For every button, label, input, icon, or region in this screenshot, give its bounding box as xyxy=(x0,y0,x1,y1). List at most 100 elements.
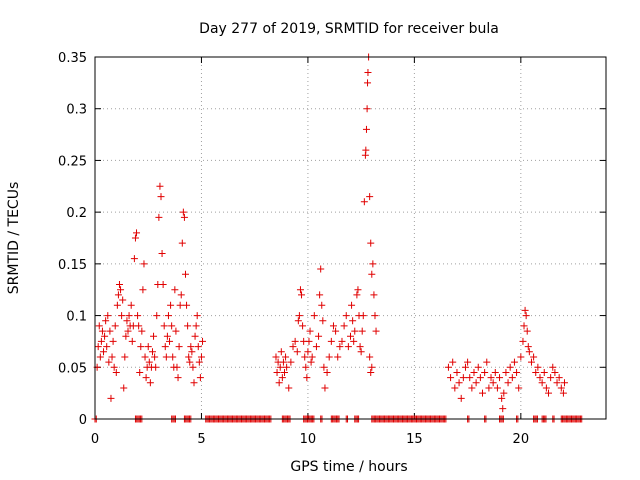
data-point xyxy=(184,322,192,330)
data-point xyxy=(172,327,180,335)
data-point xyxy=(181,270,189,278)
data-point xyxy=(275,379,283,387)
data-point xyxy=(114,291,122,299)
data-point xyxy=(145,358,153,366)
data-point xyxy=(312,343,320,351)
y-tick-label: 0 xyxy=(79,413,87,428)
data-point xyxy=(453,368,461,376)
x-tick-label: 5 xyxy=(197,432,205,447)
data-point xyxy=(302,363,310,371)
data-point xyxy=(134,312,142,320)
y-tick-label: 0.15 xyxy=(58,258,87,273)
data-point xyxy=(111,322,119,330)
data-point xyxy=(189,363,197,371)
data-point xyxy=(520,322,528,330)
data-point xyxy=(315,332,323,340)
data-point xyxy=(350,337,358,345)
data-point xyxy=(183,301,191,309)
data-point xyxy=(347,332,354,340)
data-point xyxy=(479,389,487,397)
data-point xyxy=(101,332,109,340)
data-point xyxy=(112,368,120,376)
data-point xyxy=(161,343,169,351)
data-point xyxy=(278,374,286,382)
data-point xyxy=(362,146,370,154)
data-point xyxy=(371,312,379,320)
data-point xyxy=(136,368,144,376)
data-point xyxy=(372,327,380,335)
data-point xyxy=(273,368,281,376)
data-point xyxy=(547,374,555,382)
data-point xyxy=(553,379,561,387)
data-point xyxy=(472,379,480,387)
data-point xyxy=(530,353,538,361)
data-point xyxy=(130,255,138,263)
data-point xyxy=(118,312,126,320)
x-tick-label: 10 xyxy=(300,432,317,447)
data-point xyxy=(538,379,546,387)
data-point xyxy=(180,213,188,221)
data-point xyxy=(499,405,507,413)
data-point xyxy=(299,322,307,330)
data-point xyxy=(280,368,288,376)
data-point xyxy=(279,358,287,366)
data-point xyxy=(282,353,290,361)
data-point xyxy=(532,368,540,376)
data-point xyxy=(310,312,318,320)
data-point xyxy=(167,301,175,309)
data-point xyxy=(451,384,459,392)
data-point xyxy=(476,374,484,382)
data-point xyxy=(285,384,293,392)
data-point xyxy=(513,368,521,376)
data-point xyxy=(94,343,102,351)
data-point xyxy=(524,343,532,351)
data-point xyxy=(178,239,186,247)
data-point xyxy=(109,337,117,345)
data-point xyxy=(369,260,377,268)
data-point xyxy=(353,291,361,299)
data-point xyxy=(193,312,201,320)
data-point xyxy=(334,353,342,361)
data-point xyxy=(113,301,121,309)
data-point xyxy=(162,353,170,361)
data-point xyxy=(123,317,131,325)
data-point xyxy=(125,312,133,320)
data-point xyxy=(364,69,372,77)
data-point xyxy=(534,363,542,371)
data-point xyxy=(295,312,303,320)
data-point xyxy=(321,384,329,392)
x-tick-label: 20 xyxy=(513,432,530,447)
data-point xyxy=(197,353,205,361)
y-tick-label: 0.05 xyxy=(58,361,87,376)
x-tick-label: 15 xyxy=(406,432,423,447)
y-tick-label: 0.2 xyxy=(66,206,87,221)
data-point xyxy=(457,394,465,402)
data-point xyxy=(124,327,132,335)
data-point xyxy=(97,337,105,345)
data-point xyxy=(100,348,108,356)
data-point xyxy=(342,312,350,320)
data-point xyxy=(276,363,284,371)
data-point xyxy=(364,79,372,87)
data-point xyxy=(336,343,344,351)
data-point xyxy=(119,296,127,304)
x-axis-label: GPS time / hours xyxy=(290,459,407,475)
data-point xyxy=(521,306,529,314)
data-point xyxy=(368,363,376,371)
data-point xyxy=(107,394,115,402)
data-point xyxy=(545,389,553,397)
data-point xyxy=(306,327,314,335)
data-point xyxy=(318,301,326,309)
data-point xyxy=(163,332,171,340)
data-point xyxy=(153,312,161,320)
data-point xyxy=(357,348,365,356)
data-point xyxy=(325,353,333,361)
data-point xyxy=(366,193,374,201)
data-point xyxy=(160,322,168,330)
data-point xyxy=(348,301,356,309)
data-point xyxy=(319,317,327,325)
data-point xyxy=(117,286,125,294)
y-tick-label: 0.25 xyxy=(58,154,87,169)
data-point xyxy=(338,337,346,345)
data-point xyxy=(291,337,299,345)
